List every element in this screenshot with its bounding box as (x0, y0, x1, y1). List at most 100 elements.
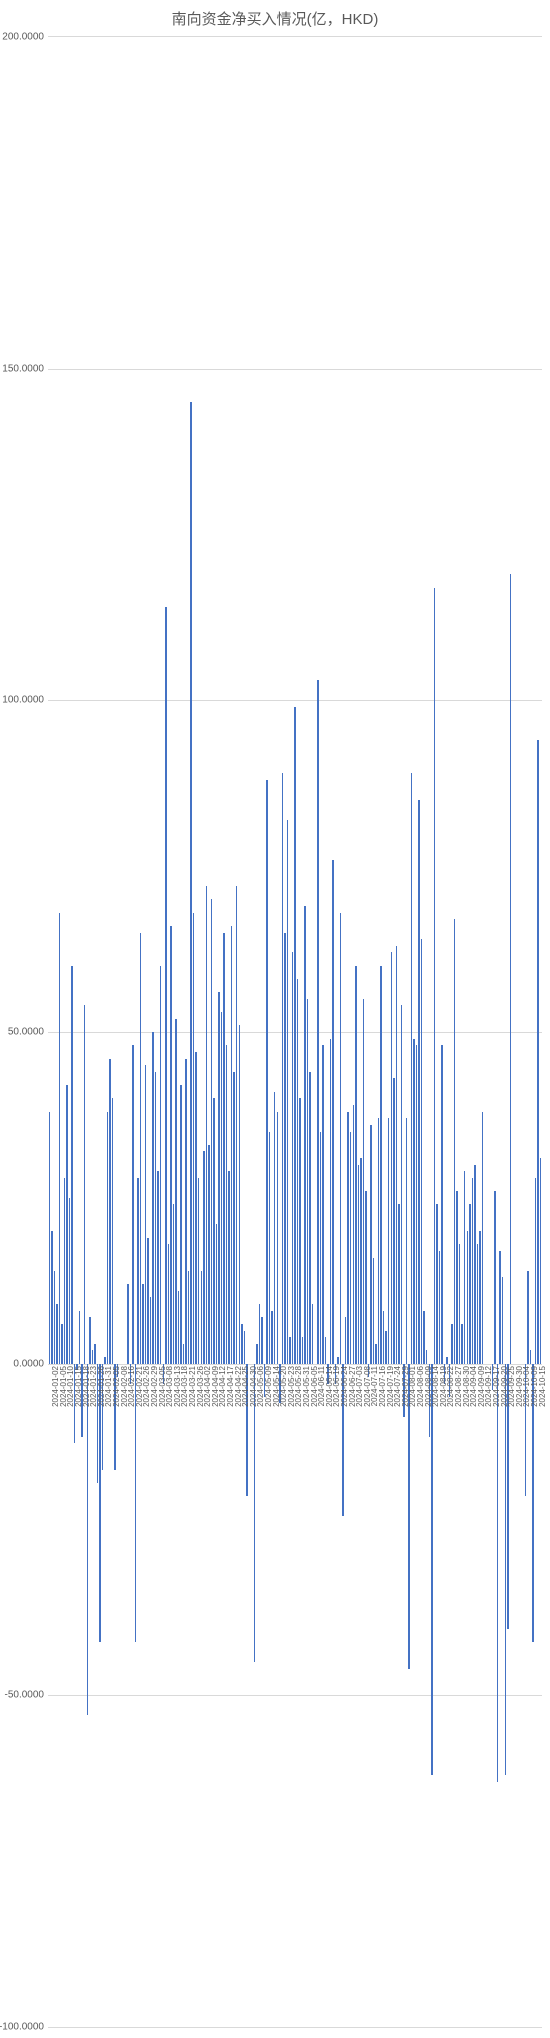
bar (413, 1039, 415, 1364)
bar (446, 1357, 448, 1364)
bar (180, 1085, 182, 1364)
y-tick-label: 150.0000 (2, 363, 48, 374)
bar (56, 1304, 58, 1364)
bar (479, 1231, 481, 1364)
bar (527, 1271, 529, 1364)
gridline (48, 1364, 542, 1365)
bar (325, 1337, 327, 1364)
bar (502, 1277, 504, 1363)
bar (213, 1098, 215, 1363)
y-tick-label: -100.0000 (0, 2022, 48, 2033)
bar (61, 1324, 63, 1364)
bar (416, 1045, 418, 1363)
bar (140, 933, 142, 1364)
bar (261, 1317, 263, 1363)
gridline (48, 700, 542, 701)
bar (345, 1317, 347, 1363)
bar (385, 1331, 387, 1364)
bar (208, 1145, 210, 1364)
y-tick-label: 50.0000 (8, 1027, 48, 1038)
bar (206, 886, 208, 1364)
bar (406, 1118, 408, 1363)
bar (54, 1271, 56, 1364)
bar (157, 1171, 159, 1363)
bar (320, 1132, 322, 1364)
bar (145, 1065, 147, 1364)
bar (223, 933, 225, 1364)
bar (185, 1059, 187, 1364)
bar (418, 800, 420, 1364)
bar (408, 1364, 410, 1669)
bar (312, 1304, 314, 1364)
chart-container: 南向资金净买入情况(亿，HKD) -100.0000-50.00000.0000… (0, 0, 550, 2038)
bar (137, 1178, 139, 1364)
bar (347, 1112, 349, 1364)
bar (530, 1350, 532, 1363)
bar (170, 926, 172, 1364)
bar (317, 680, 319, 1363)
bar (426, 1350, 428, 1363)
bar (474, 1165, 476, 1364)
chart-title: 南向资金净买入情况(亿，HKD) (0, 8, 550, 29)
bar (216, 1224, 218, 1363)
gridline (48, 369, 542, 370)
bar (231, 926, 233, 1364)
bar (51, 1231, 53, 1364)
bar (299, 1098, 301, 1363)
bar (183, 1344, 185, 1364)
bar (132, 1045, 134, 1363)
y-tick-label: 200.0000 (2, 32, 48, 43)
bar (302, 1337, 304, 1364)
bar (497, 1364, 499, 1782)
bar (168, 1244, 170, 1363)
y-tick-label: 100.0000 (2, 695, 48, 706)
bar (175, 1019, 177, 1364)
bar (421, 939, 423, 1364)
bar (277, 1112, 279, 1364)
bar (190, 402, 192, 1364)
bar (353, 1105, 355, 1364)
bar (89, 1317, 91, 1363)
bar (256, 1344, 258, 1364)
bar (195, 1052, 197, 1364)
bar (127, 1284, 129, 1364)
bar (69, 1198, 71, 1364)
bar (340, 913, 342, 1364)
bar (350, 1132, 352, 1364)
y-tick-label: 0.0000 (13, 1358, 48, 1369)
bar (233, 1072, 235, 1364)
bar (274, 1092, 276, 1364)
bar (383, 1311, 385, 1364)
bar (104, 1357, 106, 1364)
bar (193, 913, 195, 1364)
bar (375, 1344, 377, 1364)
bar (431, 1364, 433, 1775)
bar (370, 1125, 372, 1364)
plot-area: -100.0000-50.00000.000050.0000100.000015… (48, 36, 542, 2028)
bar (188, 1271, 190, 1364)
bar (441, 1045, 443, 1363)
bar (401, 1005, 403, 1363)
bar (373, 1258, 375, 1364)
bar (365, 1191, 367, 1363)
bar (505, 1364, 507, 1775)
bar (388, 1118, 390, 1363)
bar (254, 1364, 256, 1663)
bar (297, 979, 299, 1364)
bar (304, 906, 306, 1364)
bar (464, 1171, 466, 1363)
bar (241, 1324, 243, 1364)
bar (201, 1271, 203, 1364)
bar (178, 1291, 180, 1364)
bar (155, 1072, 157, 1364)
bar (396, 946, 398, 1364)
bar (380, 966, 382, 1364)
bar (226, 1045, 228, 1363)
bar (451, 1324, 453, 1364)
bar (92, 1350, 94, 1363)
bar (393, 1078, 395, 1363)
bar (49, 1112, 51, 1364)
bar (499, 1251, 501, 1364)
bar (165, 607, 167, 1363)
bar (79, 1311, 81, 1364)
